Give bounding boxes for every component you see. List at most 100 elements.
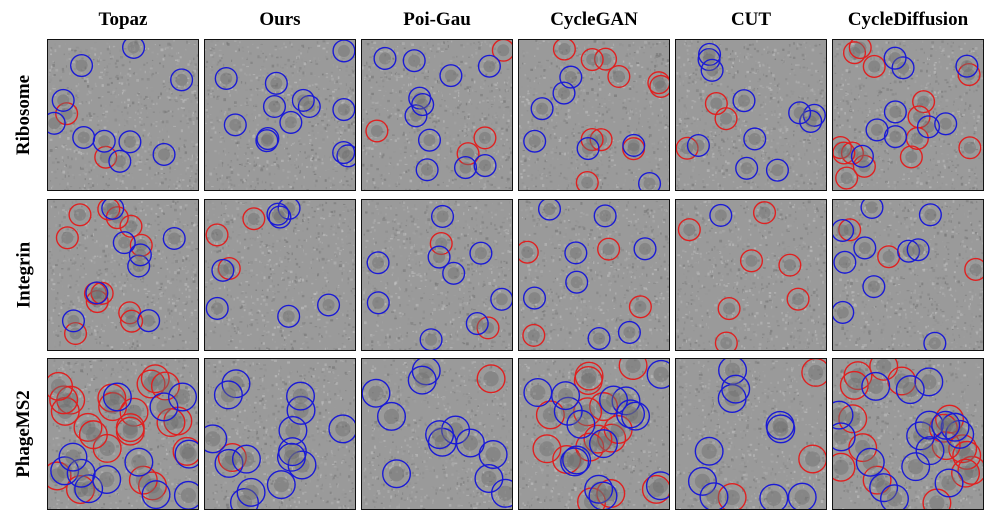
particle: [418, 363, 434, 379]
particle: [804, 115, 817, 128]
particle: [912, 243, 925, 256]
true-positive-circle: [168, 382, 198, 412]
particle: [123, 135, 136, 148]
particle: [483, 371, 499, 387]
true-positive-circle: [765, 158, 789, 182]
panel-phagems2-cyclediffusion: [832, 358, 984, 510]
particle: [581, 176, 594, 189]
false-positive-circle: [838, 218, 862, 242]
true-positive-circle: [588, 429, 618, 459]
particle: [724, 489, 740, 506]
true-positive-circle: [373, 46, 397, 71]
particle: [180, 487, 197, 503]
true-positive-circle: [687, 466, 717, 496]
particle: [282, 310, 295, 323]
particle: [372, 296, 385, 309]
true-positive-circle: [923, 331, 947, 350]
column-label-poi-gau: Poi-Gau: [403, 9, 471, 30]
particle: [567, 454, 583, 470]
particle: [833, 459, 849, 475]
particle: [858, 160, 871, 173]
false-positive-circle: [912, 90, 936, 114]
panel-phagems2-ours: [204, 358, 356, 510]
particle: [57, 94, 70, 107]
true-positive-circle: [376, 401, 407, 431]
particle: [599, 209, 612, 222]
particle: [109, 389, 125, 405]
true-positive-circle: [916, 115, 940, 139]
particle: [216, 264, 229, 277]
micrograph: [362, 40, 512, 190]
particle: [220, 387, 236, 403]
true-positive-circle: [860, 200, 884, 219]
particle: [168, 232, 181, 245]
false-positive-circle: [575, 171, 599, 190]
particle: [748, 132, 761, 145]
true-positive-circle: [51, 88, 75, 112]
particle: [409, 109, 422, 122]
particle: [368, 385, 384, 401]
false-positive-circle: [838, 404, 868, 434]
particle: [889, 105, 902, 118]
false-positive-circle: [801, 359, 826, 387]
true-positive-circle: [914, 410, 944, 440]
false-positive-circle: [217, 442, 247, 472]
true-positive-circle: [122, 40, 146, 59]
false-positive-circle: [128, 465, 158, 495]
true-positive-circle: [419, 328, 443, 350]
true-positive-circle: [102, 382, 132, 412]
particle: [772, 417, 788, 434]
true-positive-circle: [74, 474, 104, 504]
true-positive-circle: [50, 456, 80, 486]
true-positive-circle: [427, 245, 451, 269]
true-positive-circle: [918, 203, 942, 227]
particle: [938, 417, 954, 433]
particle: [447, 267, 460, 280]
particle: [902, 245, 915, 258]
false-positive-circle: [589, 128, 613, 152]
particle: [337, 44, 350, 57]
false-positive-circle: [94, 145, 118, 169]
micrograph: [519, 359, 669, 509]
particle: [142, 314, 155, 327]
particle: [481, 470, 497, 487]
false-positive-circle: [120, 309, 144, 333]
true-positive-circle: [439, 64, 463, 88]
particle: [414, 372, 430, 388]
particle: [135, 239, 148, 252]
particle: [683, 223, 696, 236]
false-positive-circle: [491, 40, 512, 62]
true-positive-circle: [442, 261, 466, 285]
false-positive-circle: [73, 412, 103, 442]
particle: [181, 446, 197, 462]
panel-ribosome-cyclediffusion: [832, 39, 984, 191]
particle: [335, 421, 351, 437]
particle: [125, 315, 138, 328]
particle: [284, 116, 297, 129]
particle: [882, 250, 895, 263]
false-positive-circle: [778, 253, 802, 277]
true-positive-circle: [205, 424, 228, 454]
true-positive-circle: [404, 104, 428, 128]
true-positive-circle: [332, 40, 355, 63]
particle: [462, 435, 478, 451]
particle: [564, 71, 577, 84]
true-positive-circle: [286, 395, 316, 425]
true-positive-circle: [616, 399, 646, 429]
particle: [536, 102, 549, 115]
false-positive-circle: [55, 226, 79, 250]
particle: [408, 54, 421, 67]
true-positive-circle: [945, 419, 975, 449]
false-positive-circle: [365, 119, 389, 143]
particle: [557, 87, 571, 100]
particle: [858, 241, 871, 254]
particle: [370, 124, 383, 138]
true-positive-circle: [277, 304, 301, 328]
particle: [372, 256, 385, 269]
false-positive-circle: [928, 413, 958, 443]
true-positive-circle: [883, 46, 907, 70]
true-positive-circle: [906, 421, 936, 451]
particle: [75, 59, 88, 72]
true-positive-circle: [317, 293, 341, 317]
true-positive-circle: [530, 97, 554, 121]
